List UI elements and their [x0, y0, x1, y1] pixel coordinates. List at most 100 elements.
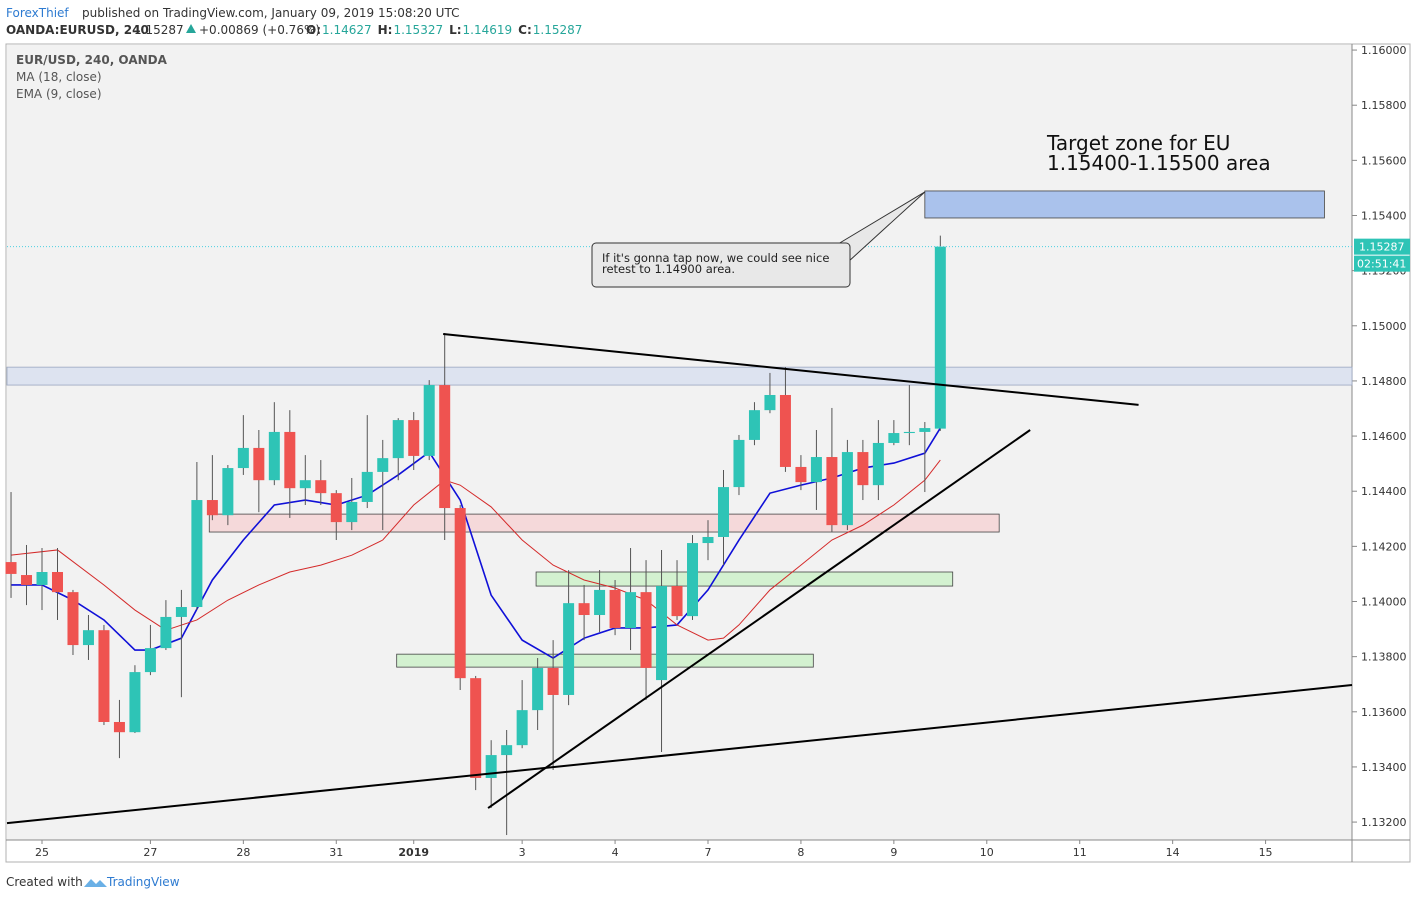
y-tick-label: 1.15800	[1361, 99, 1407, 112]
y-tick-label: 1.13400	[1361, 761, 1407, 774]
zone	[535, 571, 954, 587]
candle-body	[36, 572, 48, 585]
candle-body	[625, 592, 637, 628]
candle-body	[408, 420, 420, 456]
candle-body	[191, 500, 203, 608]
candle-body	[888, 433, 900, 443]
ohlc-value: 1.15287	[533, 23, 583, 37]
candle-body	[454, 508, 466, 679]
candle-body	[253, 447, 265, 481]
candle-body	[222, 468, 234, 516]
candle-body	[299, 480, 311, 489]
symbol: OANDA:EURUSD, 240	[6, 23, 149, 37]
candle-body	[330, 493, 342, 523]
x-tick-label: 8	[797, 846, 804, 859]
ohlc-label: H:	[378, 23, 393, 37]
candle-body	[532, 667, 544, 711]
candle-body	[361, 471, 373, 502]
candle-body	[857, 452, 869, 486]
x-tick-label: 4	[612, 846, 619, 859]
tv-logo	[84, 879, 107, 887]
candle-body	[98, 630, 110, 722]
ohlc-label: O:	[306, 23, 321, 37]
price-badge-text: 1.15287	[1359, 241, 1405, 254]
y-tick-label: 1.14200	[1361, 540, 1407, 553]
candle-body	[934, 246, 946, 429]
footer-created: Created with	[6, 875, 83, 889]
chart-frame	[5, 43, 1411, 863]
candle-body	[563, 603, 575, 695]
y-tick-label: 1.15600	[1361, 154, 1407, 167]
candle-body	[284, 431, 296, 489]
candle-body	[578, 603, 590, 616]
candle-body	[764, 394, 776, 411]
footer-brand[interactable]: TradingView	[106, 875, 180, 889]
x-tick-label: 11	[1073, 846, 1087, 859]
y-tick-label: 1.14000	[1361, 596, 1407, 609]
callout-box	[591, 242, 851, 288]
candle-body	[160, 616, 172, 649]
candle-body	[779, 394, 791, 467]
candle-body	[702, 536, 714, 544]
candle-body	[175, 607, 187, 617]
x-tick-label: 25	[35, 846, 49, 859]
change: +0.00869 (+0.76%)	[199, 23, 320, 37]
candle-body	[841, 452, 853, 526]
zone	[396, 653, 814, 668]
legend-instrument: EUR/USD, 240, OANDA	[16, 53, 168, 67]
countdown-badge	[1354, 255, 1410, 272]
x-tick-label: 3	[519, 846, 526, 859]
ohlc-value: 1.14627	[322, 23, 372, 37]
legend-ma: MA (18, close)	[16, 70, 102, 84]
author[interactable]: ForexThief	[6, 6, 69, 20]
candle-body	[423, 385, 435, 456]
x-tick-label: 14	[1166, 846, 1180, 859]
callout-text: If it's gonna tap now, we could see nice	[602, 251, 829, 265]
candle-body	[810, 457, 822, 483]
candle-body	[516, 710, 528, 746]
zone	[924, 190, 1325, 219]
candle-body	[82, 630, 94, 646]
candle-body	[872, 442, 884, 486]
published: published on TradingView.com, January 09…	[82, 6, 459, 20]
candle-body	[687, 543, 699, 617]
candle-body	[392, 420, 404, 459]
candle-body	[717, 487, 729, 537]
candle-body	[609, 589, 621, 628]
candle-body	[733, 439, 745, 488]
up-arrow	[186, 24, 196, 33]
x-tick-label: 28	[236, 846, 250, 859]
candle-body	[439, 385, 451, 509]
candle-body	[144, 648, 156, 673]
countdown-text: 02:51:41	[1357, 258, 1406, 271]
legend-ema: EMA (9, close)	[16, 87, 102, 101]
candle-body	[470, 678, 482, 778]
ohlc-label: C:	[518, 23, 532, 37]
candle-body	[377, 458, 389, 472]
ohlc: O: 1.14627 H: 1.15327 L: 1.14619 C: 1.15287	[306, 23, 582, 37]
y-tick-label: 1.14600	[1361, 430, 1407, 443]
candle-body	[485, 755, 497, 778]
x-tick-label: 10	[980, 846, 994, 859]
candle-body	[919, 428, 931, 432]
ohlc-value: 1.15327	[393, 23, 443, 37]
x-tick-label: 15	[1259, 846, 1273, 859]
ohlc-value: 1.14619	[463, 23, 513, 37]
candle-body	[501, 745, 513, 756]
candle-body	[346, 501, 358, 523]
zone	[208, 513, 1000, 533]
price-badge	[1354, 238, 1410, 255]
y-tick-label: 1.13600	[1361, 706, 1407, 719]
ohlc-label: L:	[449, 23, 461, 37]
candle-body	[5, 562, 17, 574]
x-tick-label: 2019	[398, 846, 429, 859]
y-tick-label: 1.13200	[1361, 816, 1407, 829]
candle-body	[206, 500, 218, 516]
y-tick-label: 1.15400	[1361, 209, 1407, 222]
trendline	[443, 333, 1139, 406]
last-price: 1.15287	[134, 23, 184, 37]
indicator-line	[10, 459, 941, 641]
zone	[6, 366, 1353, 386]
y-tick-label: 1.13800	[1361, 651, 1407, 664]
